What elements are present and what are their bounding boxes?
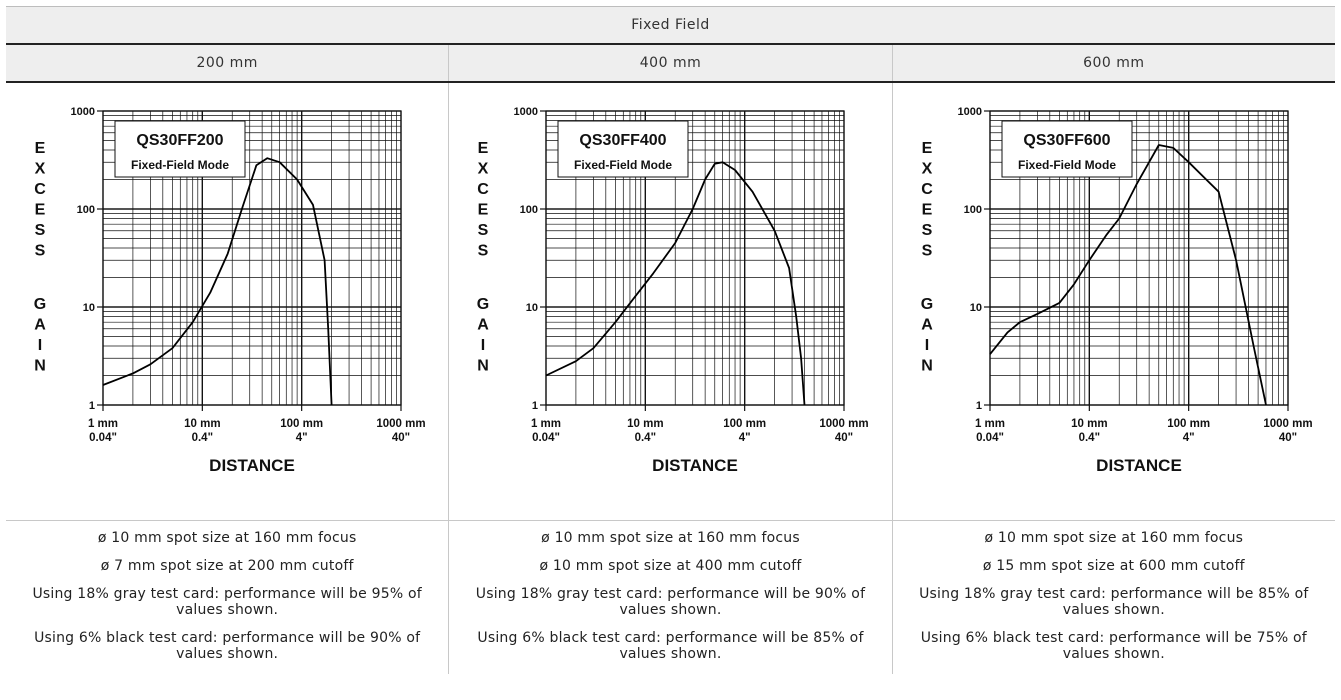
x-tick-label-inch: 0.04" [976,432,1004,444]
note-gray-card: Using 18% gray test card: performance wi… [32,586,422,618]
y-tick-label: 1 [976,400,982,412]
chart-title: QS30FF200 [136,132,223,149]
y-tick-label: 100 [77,204,95,216]
x-axis-label: DISTANCE [209,456,295,475]
x-axis-label: DISTANCE [1096,456,1182,475]
y-tick-label: 1000 [957,106,981,118]
chart-cell-600mm: QS30FF600 Fixed-Field Mode 1 10 100 1000 1 mm 0… [891,83,1335,520]
title-box [114,120,246,178]
chart-title: QS30FF600 [1023,132,1110,149]
performance-table: Fixed Field 200 mm 400 mm 600 mm QS30FF2… [6,6,1335,674]
column-headers: 200 mm 400 mm 600 mm [6,45,1335,83]
x-tick-label-inch: 40" [1279,432,1297,444]
x-tick-label-inch: 0.4" [635,432,656,444]
column-header-200mm: 200 mm [196,55,258,71]
y-tick-label: 1 [89,400,95,412]
y-tick-label: 10 [83,302,95,314]
note-cutoff-spot: ø 10 mm spot size at 400 mm cutoff [539,558,802,574]
excess-gain-curve [545,161,806,406]
chart-subtitle: Fixed-Field Mode [131,158,229,172]
chart-subtitle: Fixed-Field Mode [1018,158,1116,172]
title-box [1001,120,1133,178]
x-tick-label-inch: 0.04" [89,432,117,444]
excess-gain-chart-600mm: QS30FF600 Fixed-Field Mode 1 10 100 1000 1 mm 0… [920,106,1312,475]
x-tick-label-inch: 0.4" [192,432,213,444]
x-tick-label-mm: 1 mm [88,418,118,430]
x-tick-label-inch: 4" [1182,432,1194,444]
x-tick-label-inch: 40" [835,432,853,444]
y-tick-label: 10 [526,302,538,314]
x-tick-label-mm: 100 mm [724,418,767,430]
chart-subtitle: Fixed-Field Mode [574,158,672,172]
y-tick-label: 1 [532,400,538,412]
note-gray-card: Using 18% gray test card: performance wi… [919,586,1309,618]
note-cutoff-spot: ø 7 mm spot size at 200 mm cutoff [100,558,354,574]
column-header-600mm: 600 mm [891,45,1335,81]
excess-gain-chart-400mm: QS30FF400 Fixed-Field Mode 1 10 100 1000 1 mm 0… [477,106,869,475]
x-tick-label-inch: 0.4" [1078,432,1099,444]
x-tick-label-mm: 10 mm [1071,418,1107,430]
notes-cell-200mm: ø 10 mm spot size at 160 mm focus ø 7 mm… [6,521,448,674]
notes-cell-400mm: ø 10 mm spot size at 160 mm focus ø 10 m… [448,521,891,674]
x-tick-label-inch: 40" [392,432,410,444]
chart-row: QS30FF200 Fixed-Field Mode 1 10 100 1000 1 mm 0… [6,83,1335,521]
grid [989,110,1289,406]
note-black-card: Using 6% black test card: performance wi… [477,630,864,662]
excess-gain-chart-200mm: QS30FF200 Fixed-Field Mode 1 10 100 1000 1 mm 0… [34,106,426,475]
x-axis-label: DISTANCE [653,456,739,475]
excess-gain-curve [102,157,333,406]
note-black-card: Using 6% black test card: performance wi… [34,630,421,662]
note-focus-spot: ø 10 mm spot size at 160 mm focus [541,530,800,546]
note-gray-card: Using 18% gray test card: performance wi… [475,586,866,618]
x-tick-label-mm: 100 mm [1167,418,1210,430]
note-focus-spot: ø 10 mm spot size at 160 mm focus [97,530,357,546]
excess-gain-curve [988,144,1267,406]
x-tick-label-mm: 1000 mm [1263,418,1312,430]
chart-cell-400mm: QS30FF400 Fixed-Field Mode 1 10 100 1000 1 mm 0… [448,83,891,520]
x-tick-label-mm: 1000 mm [820,418,869,430]
x-tick-label-mm: 1 mm [975,418,1005,430]
title-box [557,120,689,178]
x-tick-label-inch: 4" [739,432,751,444]
x-tick-label-inch: 4" [296,432,308,444]
chart-title: QS30FF400 [580,132,667,149]
x-tick-label-mm: 100 mm [280,418,323,430]
y-tick-label: 1000 [514,106,538,118]
notes-cell-600mm: ø 10 mm spot size at 160 mm focus ø 15 m… [891,521,1335,674]
x-tick-label-mm: 10 mm [627,418,663,430]
plot-border [545,110,845,406]
chart-cell-200mm: QS30FF200 Fixed-Field Mode 1 10 100 1000 1 mm 0… [6,83,448,520]
plot-border [102,110,402,406]
note-focus-spot: ø 10 mm spot size at 160 mm focus [984,530,1244,546]
y-tick-label: 10 [969,302,981,314]
x-tick-label-mm: 1 mm [531,418,561,430]
table-title: Fixed Field [6,6,1335,45]
x-tick-label-mm: 1000 mm [376,418,425,430]
y-tick-label: 100 [963,204,981,216]
note-black-card: Using 6% black test card: performance wi… [920,630,1307,662]
y-tick-label: 1000 [71,106,95,118]
plot-border [989,110,1289,406]
note-cutoff-spot: ø 15 mm spot size at 600 mm cutoff [982,558,1245,574]
y-tick-label: 100 [520,204,538,216]
x-tick-label-mm: 10 mm [184,418,220,430]
notes-row: ø 10 mm spot size at 160 mm focus ø 7 mm… [6,521,1335,674]
x-tick-label-inch: 0.04" [532,432,560,444]
column-header-400mm: 400 mm [448,45,891,81]
